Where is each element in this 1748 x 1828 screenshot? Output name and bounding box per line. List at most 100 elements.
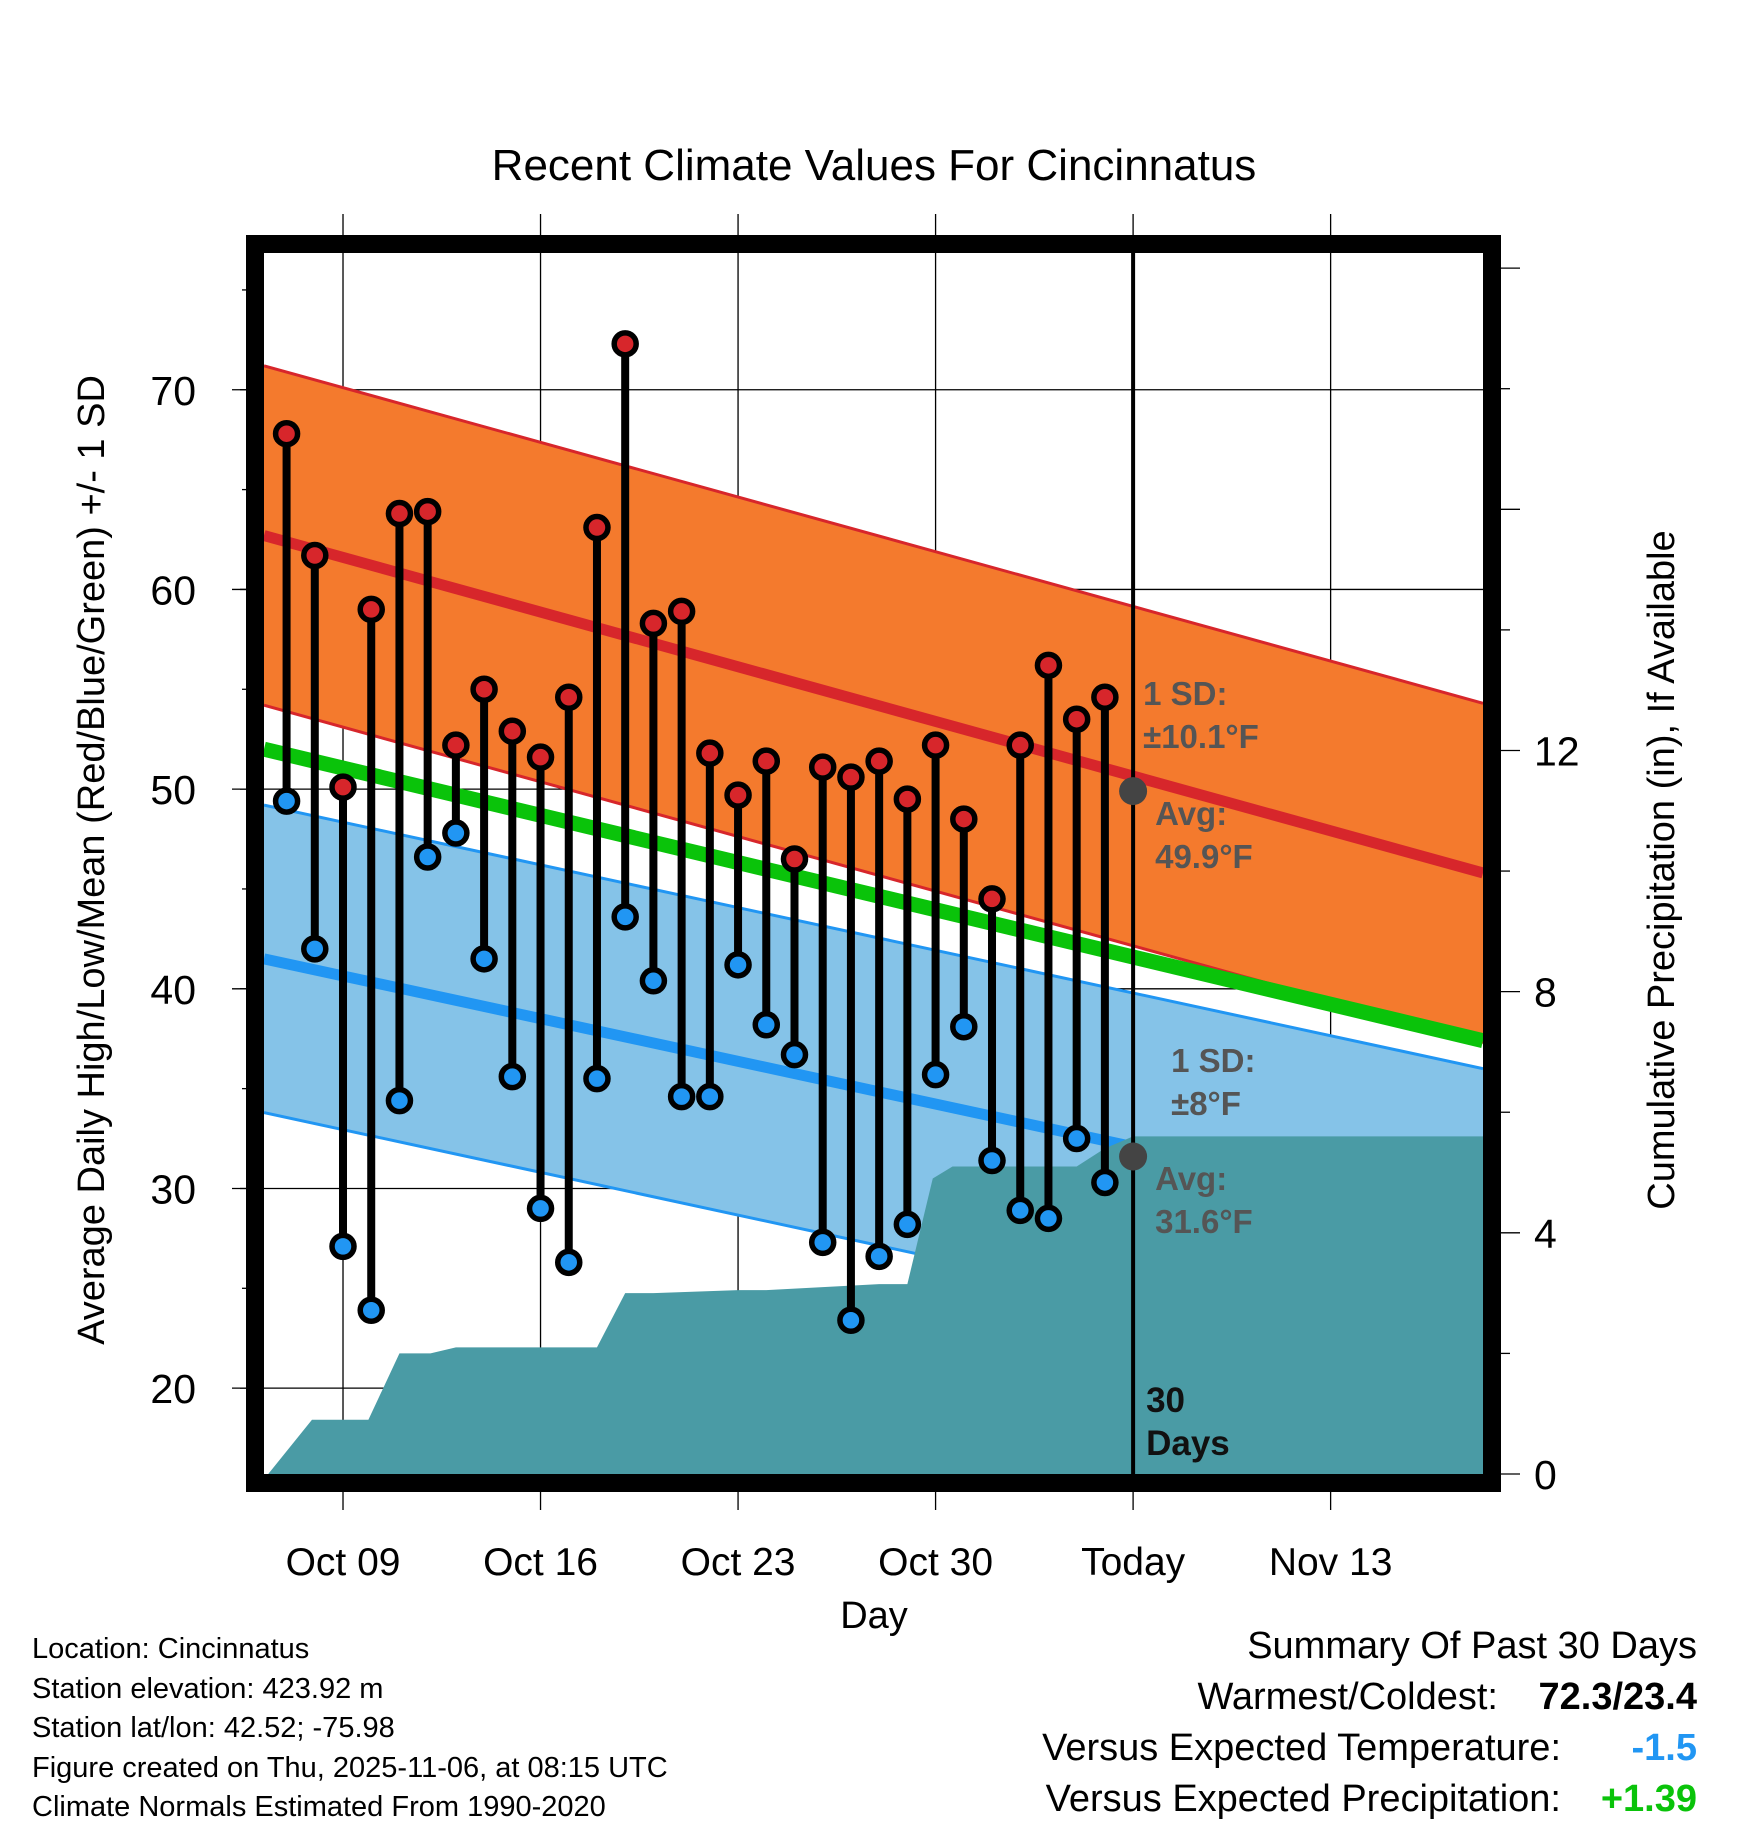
warm-cold-label: Warmest/Coldest: bbox=[1197, 1676, 1498, 1718]
low-temp-point bbox=[1062, 1124, 1091, 1153]
high-temp-point bbox=[893, 785, 922, 813]
normals-text: Climate Normals Estimated From 1990-2020 bbox=[32, 1791, 606, 1823]
low-temp-point bbox=[1034, 1204, 1063, 1233]
days-label: Days bbox=[1146, 1424, 1230, 1463]
low-temp-point bbox=[301, 935, 329, 963]
low-temp-point bbox=[950, 1012, 978, 1041]
temp-label: Versus Expected Temperature: bbox=[1042, 1727, 1561, 1769]
high-sd-label: 1 SD: bbox=[1143, 675, 1227, 712]
low-temp-point bbox=[385, 1086, 414, 1115]
high-temp-point bbox=[639, 609, 668, 638]
x-axis-label: Day bbox=[840, 1595, 908, 1637]
precip-area bbox=[268, 1136, 1483, 1474]
high-temp-point bbox=[272, 419, 301, 448]
low-temp-point bbox=[442, 819, 470, 847]
low-temp-point bbox=[498, 1062, 527, 1091]
summary-precip-row: Versus Expected Precipitation: +1.39 bbox=[1042, 1774, 1697, 1825]
low-sd-band-upper-edge bbox=[264, 803, 1483, 1071]
y2-axis-label: Cumulative Precipitation (in), If Availa… bbox=[1641, 530, 1683, 1209]
high-temp-point bbox=[555, 683, 583, 712]
high-avg-line bbox=[264, 530, 1483, 879]
low-temp-point bbox=[808, 1228, 837, 1257]
y2-tick-label: 4 bbox=[1534, 1211, 1557, 1257]
x-tick-label: Nov 13 bbox=[1269, 1541, 1393, 1584]
x-tick-label: Oct 30 bbox=[878, 1541, 993, 1584]
y-tick-label: 60 bbox=[150, 567, 196, 613]
precip-value: +1.39 bbox=[1600, 1778, 1697, 1820]
low-temp-point bbox=[865, 1242, 893, 1271]
high-temp-point bbox=[808, 753, 837, 781]
low-temp-point bbox=[357, 1296, 385, 1325]
low-avg-marker bbox=[1119, 1142, 1148, 1171]
summary-title: Summary Of Past 30 Days bbox=[1247, 1625, 1697, 1667]
high-sd-value: ±10.1°F bbox=[1143, 718, 1259, 755]
high-avg-label: Avg: bbox=[1155, 795, 1227, 832]
low-temp-point bbox=[1006, 1196, 1034, 1225]
low-temp-point bbox=[752, 1010, 781, 1039]
high-temp-point bbox=[1006, 731, 1034, 759]
y2-tick-label: 0 bbox=[1534, 1452, 1557, 1498]
high-temp-point bbox=[385, 499, 414, 528]
high-avg-marker bbox=[1119, 777, 1148, 806]
y2-tick-label: 8 bbox=[1534, 970, 1557, 1016]
high-temp-point bbox=[1034, 651, 1063, 680]
precip-label: Versus Expected Precipitation: bbox=[1045, 1778, 1561, 1820]
low-temp-point bbox=[639, 967, 668, 995]
low-temp-point bbox=[583, 1064, 611, 1093]
location-text: Location: Cincinnatus bbox=[32, 1633, 310, 1665]
latlon-text: Station lat/lon: 42.52; -75.98 bbox=[32, 1712, 395, 1744]
high-temp-point bbox=[498, 717, 527, 745]
low-temp-point bbox=[780, 1040, 809, 1069]
low-temp-point bbox=[272, 787, 301, 815]
x-tick-label: Oct 23 bbox=[681, 1541, 796, 1584]
low-temp-point bbox=[526, 1194, 555, 1223]
low-temp-point bbox=[893, 1210, 922, 1239]
y-tick-label: 70 bbox=[150, 368, 196, 414]
high-temp-point bbox=[611, 330, 639, 358]
high-temp-point bbox=[526, 743, 555, 771]
low-temp-point bbox=[696, 1082, 724, 1111]
x-tick-label: Today bbox=[1081, 1541, 1186, 1584]
station-info: Location: Cincinnatus Station elevation:… bbox=[32, 1630, 668, 1828]
high-temp-point bbox=[921, 731, 950, 759]
high-temp-point bbox=[442, 731, 470, 759]
low-temp-point bbox=[470, 945, 498, 973]
low-temp-point bbox=[555, 1248, 583, 1277]
summary-temp-row: Versus Expected Temperature: -1.5 bbox=[1042, 1723, 1697, 1774]
plot-frame bbox=[246, 235, 1501, 1492]
high-temp-point bbox=[837, 763, 865, 791]
y-tick-label: 30 bbox=[150, 1166, 196, 1212]
high-temp-point bbox=[950, 805, 978, 833]
temp-value: -1.5 bbox=[1631, 1727, 1697, 1769]
low-temp-point bbox=[611, 903, 639, 931]
low-temp-point bbox=[667, 1082, 696, 1111]
high-temp-point bbox=[470, 675, 498, 704]
low-temp-point bbox=[413, 843, 442, 871]
low-sd-value: ±8°F bbox=[1171, 1085, 1241, 1122]
low-temp-point bbox=[329, 1232, 357, 1261]
summary-warm-cold-row: Warmest/Coldest: 72.3/23.4 bbox=[1042, 1672, 1697, 1723]
low-temp-point bbox=[837, 1306, 865, 1334]
high-temp-point bbox=[724, 781, 752, 809]
x-tick-label: Oct 09 bbox=[286, 1541, 401, 1584]
high-temp-point bbox=[329, 773, 357, 801]
mean-avg-line bbox=[264, 741, 1483, 1048]
plot-area bbox=[264, 244, 1483, 1474]
y-tick-label: 50 bbox=[150, 767, 196, 813]
y-tick-label: 40 bbox=[150, 967, 196, 1013]
high-sd-band-upper-edge bbox=[264, 364, 1483, 705]
low-temp-point bbox=[1091, 1168, 1119, 1197]
low-avg-label: Avg: bbox=[1155, 1160, 1227, 1197]
low-sd-label: 1 SD: bbox=[1171, 1042, 1255, 1079]
x-tick-label: Oct 16 bbox=[483, 1541, 598, 1584]
high-temp-point bbox=[667, 597, 696, 626]
warm-cold-value: 72.3/23.4 bbox=[1538, 1676, 1697, 1718]
high-temp-point bbox=[357, 595, 385, 624]
high-avg-value: 49.9°F bbox=[1155, 838, 1253, 875]
high-temp-point bbox=[865, 747, 893, 775]
low-avg-value: 31.6°F bbox=[1155, 1203, 1253, 1240]
high-temp-point bbox=[583, 513, 611, 542]
high-temp-point bbox=[978, 885, 1006, 913]
high-temp-point bbox=[780, 845, 809, 873]
